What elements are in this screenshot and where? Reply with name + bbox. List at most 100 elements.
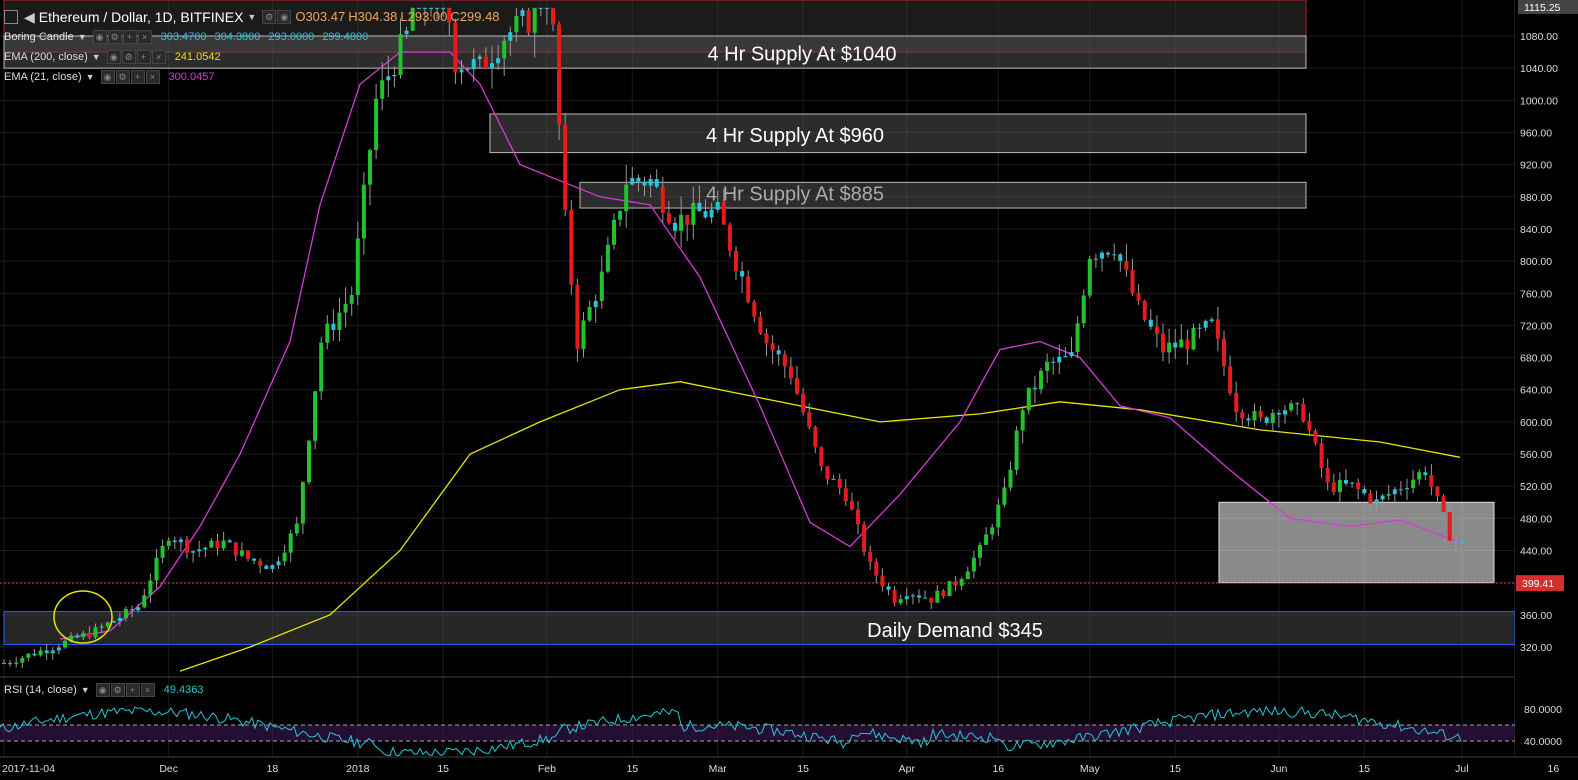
price-tick-label: 880.00 <box>1520 192 1552 204</box>
indicator-legend-boring-candle[interactable]: Boring Candle ▼ ◉ ⚙ + × 303.4700 304.380… <box>0 28 368 46</box>
zone-label: 4 Hr Supply At $885 <box>706 184 884 206</box>
time-tick-label: Jul <box>1455 763 1468 775</box>
consolidation-box <box>1218 501 1495 584</box>
candle-body <box>50 650 55 654</box>
candle-body <box>1429 475 1434 487</box>
candle-body <box>252 558 257 561</box>
zone-label: Daily Demand $345 <box>867 620 1043 642</box>
candle-body <box>1185 339 1190 350</box>
indicator-name[interactable]: EMA (200, close) <box>4 51 88 63</box>
candle-body <box>1118 254 1123 261</box>
title-legend[interactable]: ◀ Ethereum / Dollar, 1D, BITFINEX ▼ ⚙ ◉ … <box>0 8 500 26</box>
rsi-value: 49.4363 <box>163 684 204 696</box>
close-icon[interactable]: × <box>140 683 155 697</box>
settings-icon[interactable]: ⚙ <box>262 10 277 24</box>
more-icon[interactable]: + <box>136 50 151 64</box>
zone-box <box>3 611 1516 646</box>
candle-body <box>941 590 946 597</box>
candle-body <box>1039 370 1043 390</box>
candle-body <box>1417 472 1422 480</box>
eye-icon[interactable]: ◉ <box>106 50 121 64</box>
candle-body <box>520 10 525 17</box>
time-tick-label: 15 <box>437 763 449 775</box>
candle-body <box>435 7 440 9</box>
settings-icon[interactable]: ⚙ <box>107 30 122 44</box>
settings-icon[interactable]: ⚙ <box>121 50 136 64</box>
candle-body <box>1161 333 1165 353</box>
candle-body <box>1344 479 1348 484</box>
candle-body <box>258 560 263 566</box>
candle-body <box>313 391 318 441</box>
eye-icon[interactable]: ◉ <box>95 683 110 697</box>
candle-body <box>917 595 921 598</box>
indicator-legend-ema200[interactable]: EMA (200, close) ▼ ◉ ⚙ + × 241.0542 <box>0 48 221 66</box>
chart-style-icon[interactable]: ◀ <box>24 9 35 25</box>
close-icon[interactable]: × <box>151 50 166 64</box>
candle-body <box>654 178 659 187</box>
chevron-down-icon[interactable]: ▼ <box>91 52 101 62</box>
more-icon[interactable]: + <box>125 683 140 697</box>
indicator-legend-ema21[interactable]: EMA (21, close) ▼ ◉ ⚙ + × 300.0457 <box>0 68 214 86</box>
candle-body <box>160 545 165 558</box>
candle-body <box>923 597 928 599</box>
candle-body <box>294 523 299 534</box>
candle-body <box>361 184 366 239</box>
candle-body <box>605 244 610 272</box>
candle-body <box>1240 412 1245 419</box>
indicator-name[interactable]: EMA (21, close) <box>4 71 82 83</box>
candle-body <box>1100 252 1104 259</box>
eye-icon[interactable]: ◉ <box>92 30 107 44</box>
price-tick-label: 800.00 <box>1520 256 1552 268</box>
indicator-name[interactable]: Boring Candle <box>4 31 74 43</box>
time-tick-label: Apr <box>899 763 916 775</box>
candle-body <box>429 7 433 9</box>
chevron-down-icon[interactable]: ▼ <box>80 685 90 695</box>
candle-body <box>44 650 49 654</box>
candle-body <box>837 478 842 489</box>
ema-21-path <box>59 51 1461 640</box>
candle-body <box>215 540 220 549</box>
candle-body <box>1081 295 1086 324</box>
visibility-icon[interactable]: ◉ <box>277 10 292 24</box>
settings-icon[interactable]: ⚙ <box>115 70 130 84</box>
chevron-down-icon[interactable]: ▼ <box>85 72 95 82</box>
candle-body <box>87 632 92 638</box>
settings-icon[interactable]: ⚙ <box>110 683 125 697</box>
candle-body <box>111 621 116 623</box>
candle-body <box>392 74 397 77</box>
symbol-icon[interactable] <box>4 10 18 24</box>
more-icon[interactable]: + <box>122 30 137 44</box>
candle-body <box>1203 321 1208 328</box>
candle-body <box>1093 258 1098 260</box>
ohlc-o-label: O <box>295 9 306 24</box>
price-tick-label: 560.00 <box>1520 449 1552 461</box>
candle-body <box>978 544 982 558</box>
price-axis[interactable]: 320.00360.00400.00440.00480.00520.00560.… <box>1515 0 1578 780</box>
chevron-down-icon[interactable]: ▼ <box>77 32 87 42</box>
more-icon[interactable]: + <box>130 70 145 84</box>
price-tick-label: 480.00 <box>1520 513 1552 525</box>
candle-body <box>514 16 519 33</box>
candle-body <box>246 550 250 559</box>
candle-body <box>971 557 976 572</box>
candle-body <box>1459 540 1464 544</box>
symbol-title[interactable]: Ethereum / Dollar, 1D, BITFINEX <box>38 9 244 25</box>
candle-body <box>404 30 409 35</box>
candle-body <box>1002 487 1007 505</box>
candle-body <box>410 7 415 31</box>
chevron-down-icon[interactable]: ▼ <box>247 12 257 22</box>
price-tick-label: 640.00 <box>1520 385 1552 397</box>
time-axis[interactable]: 2017-11-04 Dec 18 2018 15 Feb 15 Mar 15 Apr 16 May 1… <box>0 756 1578 780</box>
ema-200-path <box>179 381 1461 672</box>
last-price-label: 399.41 <box>1522 578 1554 590</box>
rsi-legend[interactable]: RSI (14, close) ▼ ◉ ⚙ + × 49.4363 <box>0 681 203 699</box>
close-icon[interactable]: × <box>145 70 160 84</box>
last-price-badge <box>1516 575 1564 592</box>
close-icon[interactable]: × <box>137 30 152 44</box>
candle-body <box>636 177 641 182</box>
candle-body <box>63 640 67 648</box>
rsi-name[interactable]: RSI (14, close) <box>4 684 77 696</box>
candle-body <box>319 342 324 392</box>
eye-icon[interactable]: ◉ <box>100 70 115 84</box>
